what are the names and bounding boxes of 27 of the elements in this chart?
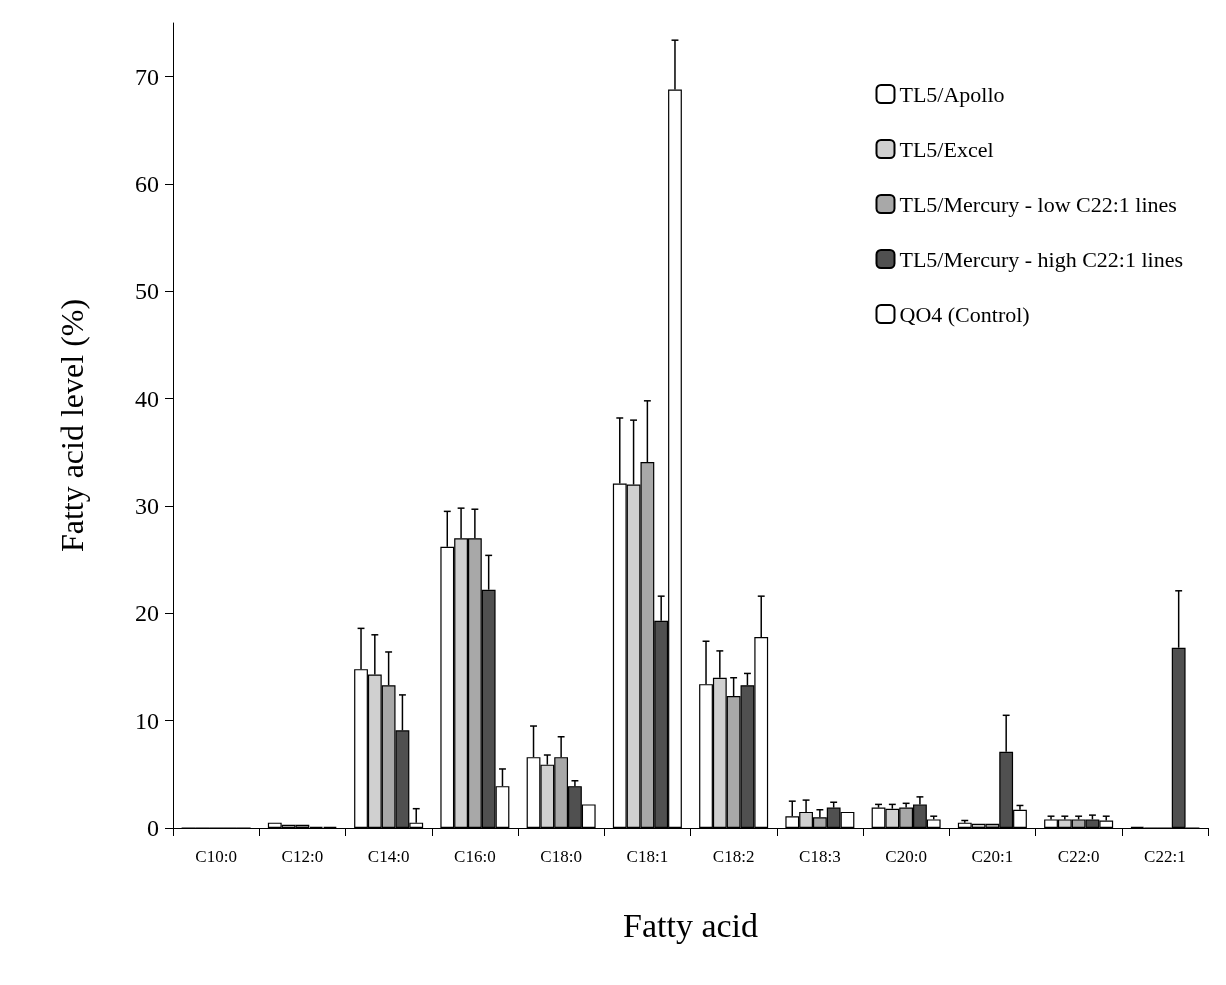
x-tick-label: C10:0 [195,847,237,866]
y-tick-label: 40 [135,385,159,412]
x-tick-label: C22:1 [1144,847,1186,866]
y-tick-label: 50 [135,278,159,305]
y-axis-title: Fatty acid level (%) [54,298,90,553]
y-tick-label: 10 [135,707,159,734]
x-tick-label: C16:0 [454,847,496,866]
x-tick-label: C18:2 [712,847,755,866]
y-tick-label: 60 [135,171,159,197]
x-tick-label: C20:0 [885,847,927,866]
x-tick-label: C12:0 [281,847,324,866]
x-tick-label: C14:0 [367,847,410,866]
y-tick-label: 70 [135,63,159,90]
x-tick-label: C18:1 [626,847,669,866]
x-tick-label: C18:3 [799,847,841,866]
legend-label: TL5/Excel [899,136,994,162]
legend-label: QO4 (Control) [899,301,1030,327]
y-tick-label: 0 [147,815,159,841]
legend-label: TL5/Mercury - low C22:1 lines [899,191,1177,217]
x-tick-label: C22:0 [1057,847,1100,866]
y-tick-label: 30 [135,493,159,519]
x-tick-label: C20:1 [971,847,1014,866]
x-axis-title: Fatty acid [622,906,759,944]
legend-label: TL5/Apollo [899,81,1005,107]
x-tick-label: C18:0 [540,847,582,866]
y-tick-label: 20 [135,600,159,627]
legend-label: TL5/Mercury - high C22:1 lines [899,246,1184,272]
